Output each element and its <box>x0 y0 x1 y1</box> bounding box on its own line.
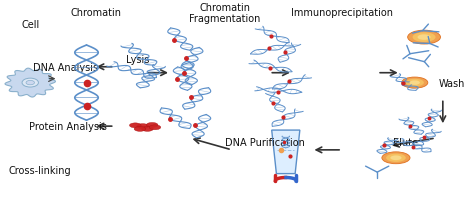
Text: Chromatin
Fragmentation: Chromatin Fragmentation <box>189 3 261 24</box>
Text: DNA Analysis: DNA Analysis <box>33 62 98 72</box>
Circle shape <box>386 154 406 162</box>
Circle shape <box>390 156 401 160</box>
Circle shape <box>412 33 436 43</box>
Text: Lysis: Lysis <box>127 55 150 64</box>
Text: Wash: Wash <box>439 78 465 88</box>
Text: Cell: Cell <box>21 20 39 30</box>
Ellipse shape <box>22 79 38 88</box>
Polygon shape <box>5 69 55 98</box>
Circle shape <box>146 123 158 128</box>
Ellipse shape <box>26 81 35 85</box>
Text: Protein Analysis: Protein Analysis <box>29 122 107 132</box>
Circle shape <box>134 127 146 132</box>
Circle shape <box>401 78 428 89</box>
Circle shape <box>418 35 431 41</box>
Text: Chromatin: Chromatin <box>70 8 121 18</box>
Circle shape <box>410 81 420 85</box>
Circle shape <box>129 123 141 128</box>
Polygon shape <box>272 130 300 174</box>
Circle shape <box>382 152 410 164</box>
Circle shape <box>142 127 153 132</box>
Text: Immunoprecipitation: Immunoprecipitation <box>291 8 393 18</box>
Text: DNA Purification: DNA Purification <box>225 137 305 147</box>
Text: Elute: Elute <box>393 137 418 147</box>
Circle shape <box>408 31 440 45</box>
Circle shape <box>149 125 161 130</box>
Text: Cross-linking: Cross-linking <box>9 165 71 175</box>
Circle shape <box>406 79 424 87</box>
Circle shape <box>137 124 148 129</box>
